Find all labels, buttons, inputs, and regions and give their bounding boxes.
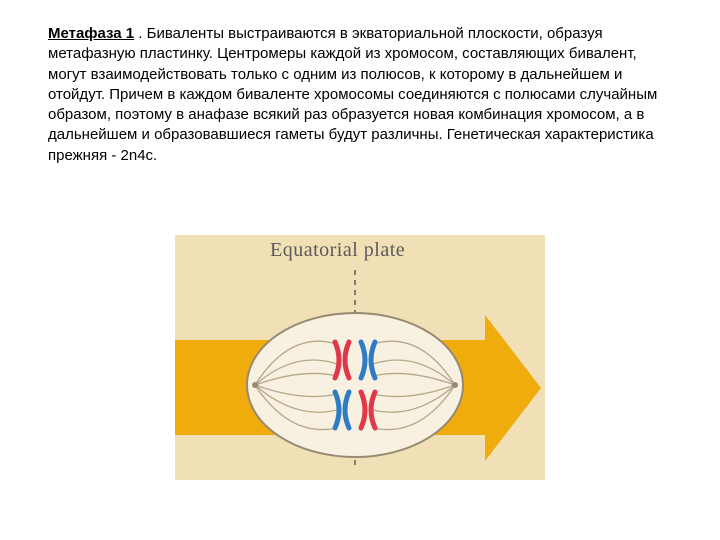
diagram-panel: Equatorial plate: [175, 235, 545, 480]
description-paragraph: Метафаза 1 . Биваленты выстраиваются в э…: [48, 24, 658, 166]
cell-membrane: [247, 313, 463, 457]
left-pole: [252, 382, 258, 388]
arrow-head-icon: [485, 315, 541, 461]
equatorial-plate-label: Equatorial plate: [270, 239, 405, 262]
title: Метафаза 1: [48, 25, 134, 42]
body-text: . Биваленты выстраиваются в экваториальн…: [48, 25, 657, 164]
right-pole: [452, 382, 458, 388]
cell-diagram: [225, 270, 485, 470]
